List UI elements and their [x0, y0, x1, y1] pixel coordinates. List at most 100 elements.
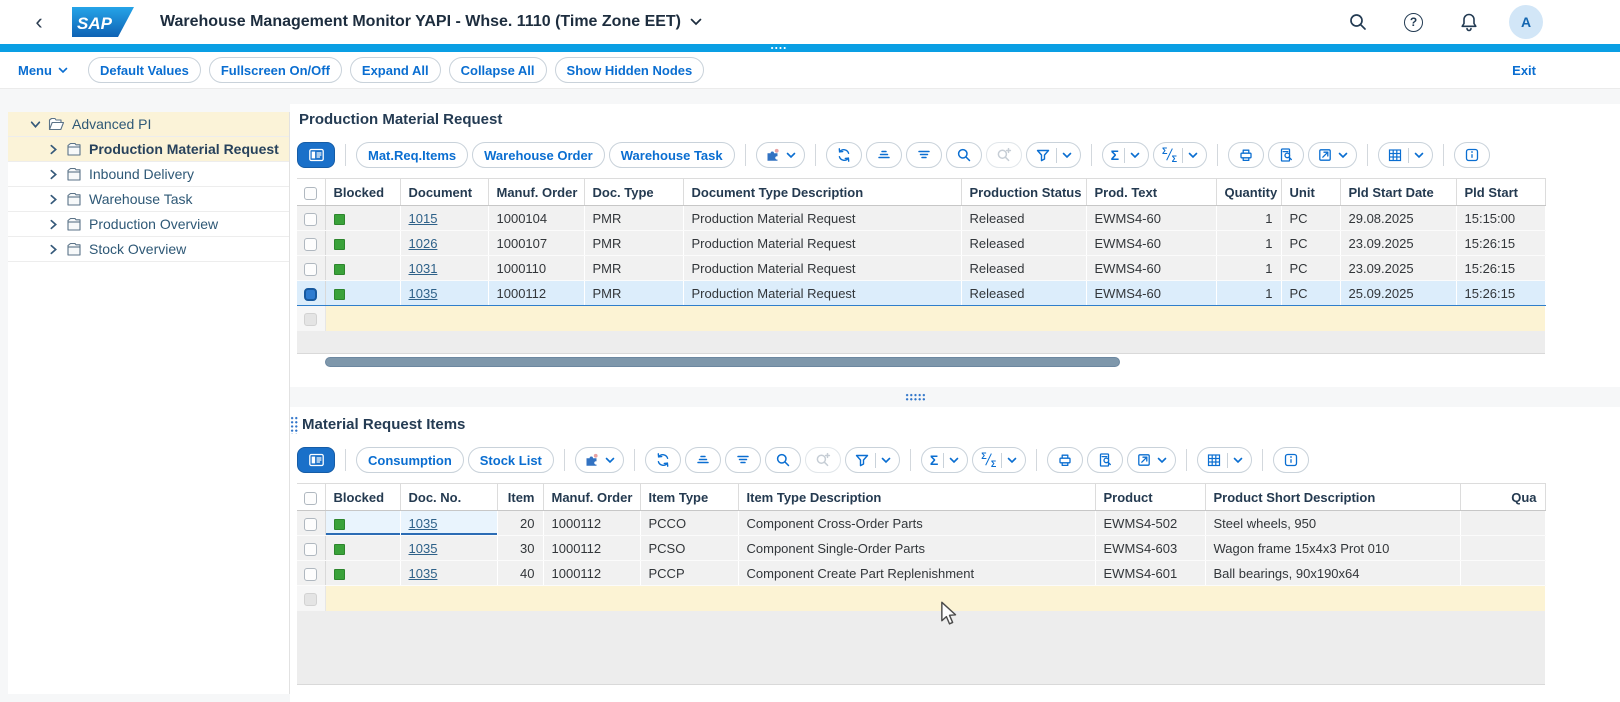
info-button[interactable] [1273, 447, 1310, 473]
row-checkbox-disabled [304, 312, 318, 326]
layout-variant-button[interactable] [755, 142, 805, 168]
exit-button[interactable]: Exit [1512, 62, 1536, 78]
status-green-icon [333, 263, 345, 275]
print-button[interactable] [1047, 447, 1084, 473]
tree-node-production-material-request[interactable]: Production Material Request [8, 137, 289, 162]
sort-descending-button[interactable] [905, 142, 942, 168]
tree-node-production-overview[interactable]: Production Overview [8, 212, 289, 237]
print-preview-button[interactable] [1087, 447, 1124, 473]
section-grip-icon[interactable] [290, 416, 298, 434]
tree-node-warehouse-task[interactable]: Warehouse Task [8, 187, 289, 212]
grid-view-button[interactable] [1378, 142, 1434, 168]
column-header: Manuf. Order [488, 178, 585, 206]
page-title: Warehouse Management Monitor YAPI - Whse… [160, 13, 682, 30]
table-row[interactable]: 1035 1000112 PMR Production Material Reques… [297, 280, 1546, 306]
table-row[interactable]: 1031 1000110 PMR Production Material Reques… [297, 255, 1546, 281]
table-row[interactable]: 1035 40 1000112 PCCP Component Create Part R… [297, 560, 1546, 586]
row-checkbox[interactable] [304, 262, 318, 276]
details-button[interactable] [297, 447, 335, 473]
default-values-button[interactable]: Default Values [87, 57, 201, 83]
export-button[interactable] [1127, 447, 1177, 473]
select-all-checkbox[interactable] [304, 491, 318, 505]
sum-button[interactable]: Σ [920, 447, 969, 473]
sort-ascending-button[interactable] [865, 142, 902, 168]
items-toolbar: Consumption Stock List [297, 445, 1620, 475]
chevron-down-icon [1062, 152, 1071, 158]
document-link[interactable]: 1015 [408, 210, 438, 226]
tree-node-stock-overview[interactable]: Stock Overview [8, 237, 289, 262]
select-all-checkbox[interactable] [304, 186, 318, 200]
row-checkbox[interactable] [304, 517, 318, 531]
sum-button[interactable]: Σ [1101, 142, 1150, 168]
search-icon[interactable] [1348, 12, 1368, 32]
folder-icon [67, 242, 81, 256]
back-button[interactable]: ‹ [28, 11, 50, 33]
app-title-menu[interactable]: Warehouse Management Monitor YAPI - Whse… [160, 13, 702, 31]
show-hidden-nodes-button[interactable]: Show Hidden Nodes [554, 57, 705, 83]
filter-button[interactable] [844, 447, 900, 473]
filter-button[interactable] [1025, 142, 1081, 168]
column-header: Doc. No. [400, 483, 498, 511]
fullscreen-button[interactable]: Fullscreen On/Off [208, 57, 342, 83]
main-area: Production Material Request Mat.Req.Item… [290, 89, 1620, 702]
info-button[interactable] [1454, 142, 1491, 168]
notifications-bell-icon[interactable] [1459, 12, 1479, 32]
table-header-row: Blocked Doc. No. Item Manuf. Order Item Type… [297, 483, 1546, 511]
doc-no-link[interactable]: 1035 [408, 515, 438, 531]
print-preview-button[interactable] [1268, 142, 1305, 168]
chevron-down-icon [949, 457, 959, 463]
toolbar-separator [1367, 144, 1369, 166]
panel-splitter[interactable] [290, 387, 1620, 407]
document-link[interactable]: 1035 [408, 285, 438, 301]
document-link[interactable]: 1026 [408, 235, 438, 251]
mat-req-items-button[interactable]: Mat.Req.Items [356, 142, 469, 168]
splitter-grip-icon[interactable] [905, 393, 926, 401]
empty-new-row[interactable] [297, 585, 1545, 611]
expand-all-button[interactable]: Expand All [349, 57, 441, 83]
table-row[interactable]: 1015 1000104 PMR Production Material Reques… [297, 205, 1546, 231]
folder-icon [67, 142, 81, 156]
menu-button[interactable]: Menu [18, 63, 68, 78]
tree-node-label: Production Overview [89, 216, 219, 232]
avatar[interactable]: A [1509, 5, 1543, 39]
row-checkbox[interactable] [304, 542, 318, 556]
details-button[interactable] [297, 142, 335, 168]
refresh-button[interactable] [825, 142, 862, 168]
document-link[interactable]: 1031 [408, 260, 438, 276]
chevron-down-icon [1130, 152, 1140, 158]
grid-view-button[interactable] [1197, 447, 1253, 473]
drag-grip-icon[interactable] [770, 46, 787, 50]
sort-ascending-button[interactable] [684, 447, 721, 473]
row-checkbox[interactable] [304, 237, 318, 251]
search-button[interactable] [945, 142, 982, 168]
sort-descending-button[interactable] [724, 447, 761, 473]
doc-no-link[interactable]: 1035 [408, 565, 438, 581]
layout-variant-button[interactable] [574, 447, 624, 473]
row-checkbox[interactable] [304, 567, 318, 581]
column-header: Document [400, 178, 489, 206]
scrollbar-thumb[interactable] [325, 356, 1120, 367]
warehouse-order-button[interactable]: Warehouse Order [472, 142, 605, 168]
tree-node-inbound-delivery[interactable]: Inbound Delivery [8, 162, 289, 187]
horizontal-scrollbar[interactable] [297, 356, 1545, 368]
refresh-button[interactable] [644, 447, 681, 473]
button-divider [1182, 147, 1184, 163]
tree-node-advanced-pi[interactable]: Advanced PI [8, 112, 289, 137]
help-icon[interactable]: ? [1404, 12, 1423, 32]
row-checkbox[interactable] [304, 287, 318, 301]
warehouse-task-button[interactable]: Warehouse Task [608, 142, 735, 168]
doc-no-link[interactable]: 1035 [408, 540, 438, 556]
table-row[interactable]: 1026 1000107 PMR Production Material Reques… [297, 230, 1546, 256]
table-row[interactable]: 1035 20 1000112 PCCO Component Cross-Order P… [297, 510, 1546, 536]
empty-new-row[interactable] [297, 305, 1545, 331]
row-checkbox[interactable] [304, 212, 318, 226]
collapse-all-button[interactable]: Collapse All [448, 57, 547, 83]
export-button[interactable] [1308, 142, 1358, 168]
stock-list-button[interactable]: Stock List [467, 447, 554, 473]
search-button[interactable] [764, 447, 801, 473]
print-button[interactable] [1228, 142, 1265, 168]
consumption-button[interactable]: Consumption [356, 447, 464, 473]
table-row[interactable]: 1035 30 1000112 PCSO Component Single-Order … [297, 535, 1546, 561]
